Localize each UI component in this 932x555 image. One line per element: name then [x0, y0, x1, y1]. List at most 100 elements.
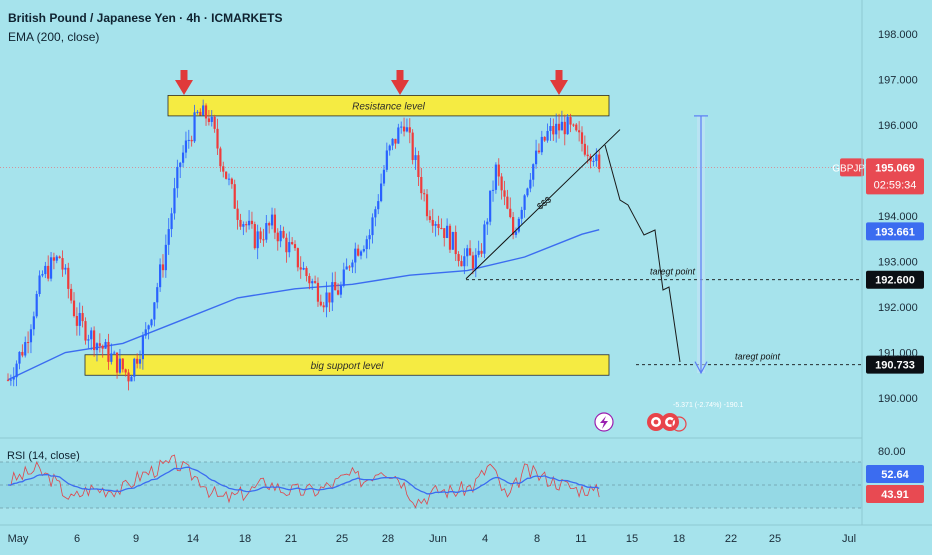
- time-tick-label: 28: [382, 533, 394, 545]
- candle-body: [70, 288, 73, 301]
- time-tick-label: 9: [133, 533, 139, 545]
- current-price-badge: [866, 158, 924, 195]
- candle-body: [15, 363, 18, 378]
- target-price-badge: [866, 270, 924, 289]
- candle-body: [179, 162, 182, 167]
- candle-body: [408, 127, 411, 133]
- candle-body: [276, 232, 279, 242]
- candle-body: [156, 287, 159, 303]
- candle-body: [460, 261, 463, 267]
- candle-body: [319, 301, 322, 306]
- target-label: taregt point: [735, 352, 781, 362]
- candle-body: [543, 136, 546, 141]
- price-tick-label: 194.000: [878, 211, 918, 223]
- candle-body: [26, 342, 30, 344]
- candle-body: [308, 275, 311, 284]
- candle-body: [517, 218, 520, 232]
- event-icon-dot: [667, 419, 673, 425]
- projection-path: [604, 144, 681, 363]
- candle-body: [81, 313, 84, 322]
- candle-body: [428, 216, 431, 221]
- candle-body: [153, 302, 156, 320]
- candle-body: [400, 126, 403, 128]
- candle-body: [9, 379, 12, 381]
- candle-body: [113, 352, 116, 354]
- candle-body: [202, 105, 205, 116]
- candle-body: [560, 121, 564, 131]
- arrow-down-icon: [550, 80, 568, 95]
- candle-body: [273, 214, 277, 233]
- candle-body: [434, 224, 437, 226]
- time-tick-label: 25: [336, 533, 348, 545]
- price-tick-label: 190.000: [878, 393, 918, 405]
- candle-body: [316, 282, 320, 302]
- chart-title: British Pound / Japanese Yen · 4h · ICMA…: [8, 11, 283, 25]
- candle-body: [87, 339, 90, 341]
- candle-body: [342, 269, 345, 286]
- candle-body: [394, 138, 397, 144]
- candle-body: [365, 239, 368, 250]
- candle-body: [161, 264, 165, 271]
- candle-body: [491, 189, 495, 191]
- candle-body: [204, 105, 208, 119]
- price-tick-label: 191.000: [878, 348, 918, 360]
- zone-label: big support level: [311, 361, 385, 372]
- candle-body: [141, 335, 144, 360]
- candle-body: [509, 208, 512, 218]
- candle-body: [440, 227, 443, 229]
- candle-body: [58, 256, 61, 259]
- zones-layer: Resistance level big support level: [84, 95, 610, 376]
- candle-body: [196, 111, 199, 113]
- candle-body: [483, 224, 486, 254]
- candle-body: [187, 139, 190, 141]
- support-zone: [84, 354, 610, 376]
- rsi-title: RSI (14, close): [7, 450, 80, 462]
- time-tick-label: 6: [74, 533, 80, 545]
- candle-body: [555, 123, 558, 135]
- candle-body: [296, 248, 299, 268]
- candle-body: [176, 166, 179, 189]
- target-price-value: 192.600: [875, 275, 915, 287]
- candle-body: [93, 330, 96, 351]
- candle-body: [583, 143, 586, 155]
- candle-body: [181, 152, 185, 163]
- candle-body: [213, 116, 216, 129]
- candle-body: [339, 285, 343, 295]
- candle-body: [222, 166, 225, 172]
- candle-body: [55, 256, 58, 261]
- candle-body: [328, 292, 331, 303]
- candle-body: [506, 196, 509, 209]
- candle-body: [362, 249, 365, 252]
- candle-body: [159, 264, 162, 288]
- time-tick-label: 8: [534, 533, 540, 545]
- candle-body: [405, 127, 409, 132]
- candle-body: [463, 256, 466, 267]
- target-label: taregt point: [650, 267, 696, 277]
- ema-layer: [7, 229, 600, 381]
- candle-body: [35, 293, 38, 317]
- candle-body: [38, 275, 41, 294]
- arrow-shaft: [396, 70, 404, 81]
- indicator-label: EMA (200, close): [8, 30, 100, 44]
- candle-body: [552, 126, 555, 135]
- candle-body: [357, 248, 360, 256]
- candle-body: [598, 154, 601, 170]
- resistance-zone: [167, 95, 610, 117]
- candle-body: [311, 281, 314, 284]
- candle-body: [595, 154, 598, 161]
- candle-body: [451, 231, 454, 250]
- candle-body: [503, 190, 506, 197]
- rsi-value: 52.64: [881, 469, 909, 481]
- candle-body: [12, 377, 15, 380]
- candle-body: [520, 209, 523, 219]
- candle-body: [127, 372, 130, 382]
- time-tick-label: 14: [187, 533, 199, 545]
- symbol-label: GBPJPY: [832, 163, 872, 174]
- candle-body: [325, 292, 328, 308]
- candle-body: [247, 220, 251, 226]
- candle-body: [75, 316, 78, 326]
- candle-body: [291, 242, 294, 245]
